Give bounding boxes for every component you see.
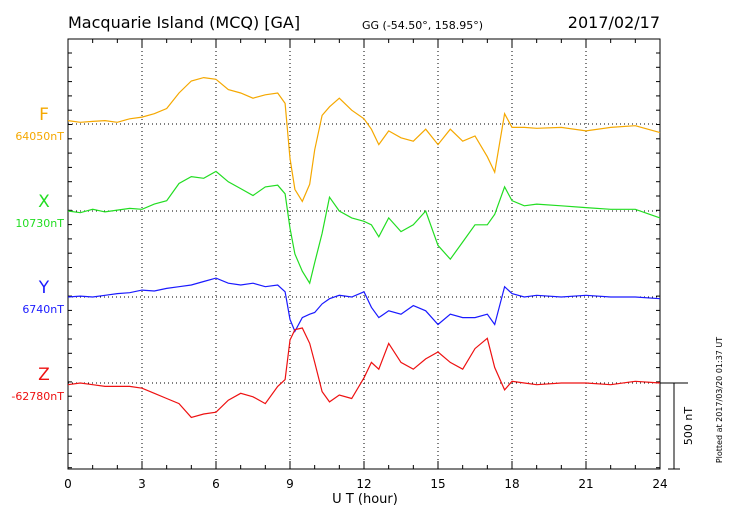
x-tick-label: 6: [212, 477, 220, 491]
station-title: Macquarie Island (MCQ) [GA]: [68, 13, 300, 32]
series-line-f: [67, 76, 661, 203]
series-line-x: [67, 170, 661, 285]
series-name-z: Z: [38, 365, 50, 385]
grid-lines: [68, 39, 660, 469]
station-coordinates: GG (-54.50°, 158.95°): [362, 19, 483, 32]
x-tick-label: 24: [652, 477, 667, 491]
chart-date: 2017/02/17: [568, 13, 660, 32]
scale-bar-label: 500 nT: [682, 407, 695, 445]
series-baseline-x: 10730nT: [15, 217, 64, 230]
scale-bar: 500 nT: [660, 382, 695, 470]
series-name-y: Y: [38, 278, 50, 298]
series-line-y: [67, 277, 661, 333]
axis-ticks: [67, 39, 661, 469]
x-tick-label: 18: [504, 477, 519, 491]
x-tick-label: 9: [286, 477, 294, 491]
x-tick-labels: 0 3 6 9 12 15 18 21 24: [64, 477, 667, 491]
series-name-f: F: [39, 105, 49, 125]
series-baseline-y: 6740nT: [22, 303, 64, 316]
series-baseline-z: -62780nT: [11, 390, 64, 403]
series-group: F 64050nT X 10730nT Y 6740nT Z -62780nT: [11, 76, 661, 419]
plotted-timestamp: Plotted at 2017/03/20 01:37 UT: [715, 337, 724, 463]
x-tick-label: 12: [356, 477, 371, 491]
series-line-z: [67, 327, 661, 419]
series-name-x: X: [38, 192, 50, 212]
x-tick-label: 0: [64, 477, 72, 491]
x-tick-label: 3: [138, 477, 146, 491]
x-tick-label: 21: [578, 477, 593, 491]
x-axis-label: U T (hour): [332, 492, 398, 507]
series-baseline-f: 64050nT: [15, 130, 64, 143]
x-tick-label: 15: [430, 477, 445, 491]
